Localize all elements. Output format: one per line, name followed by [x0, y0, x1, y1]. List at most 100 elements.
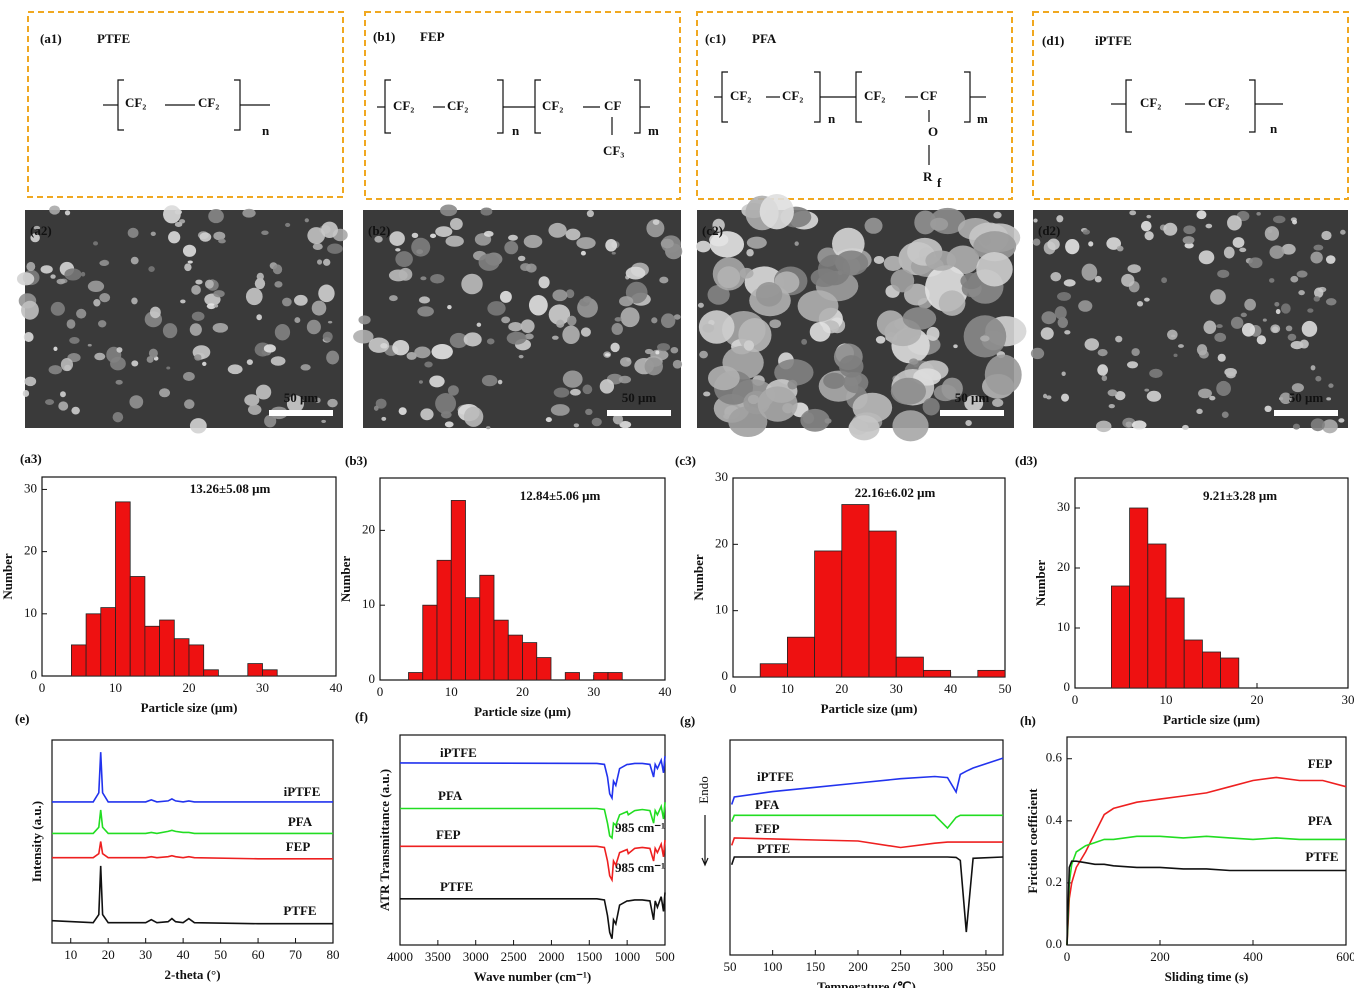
particle — [644, 348, 654, 355]
bar — [507, 634, 523, 681]
particle — [1338, 418, 1345, 423]
particle — [1217, 269, 1230, 278]
y-axis-label: Intensity (a.u.) — [29, 801, 44, 882]
particle — [206, 303, 216, 310]
particle — [738, 318, 772, 353]
particle — [1115, 335, 1123, 343]
particle — [576, 237, 596, 250]
particle — [565, 289, 575, 299]
particle — [306, 319, 321, 335]
particle — [1216, 380, 1231, 397]
bar — [1129, 507, 1149, 689]
particle — [902, 307, 937, 330]
particle — [1149, 368, 1163, 379]
bar — [173, 638, 190, 677]
bar — [436, 559, 452, 681]
particle — [23, 332, 34, 342]
particle — [1310, 251, 1323, 264]
bracket — [534, 79, 541, 134]
particle — [1182, 236, 1195, 245]
particle — [883, 255, 903, 271]
particle — [604, 353, 611, 357]
panel-label: (a2) — [30, 223, 52, 238]
particle — [1198, 250, 1215, 265]
particle — [424, 361, 433, 368]
particle — [1144, 231, 1154, 241]
particle — [1057, 317, 1069, 328]
particle — [973, 231, 1017, 262]
series-line — [51, 865, 333, 925]
particle — [395, 248, 401, 252]
particle — [417, 306, 434, 317]
particle — [909, 358, 919, 365]
bracket — [721, 71, 728, 123]
bracket — [855, 71, 862, 123]
particle — [1299, 339, 1309, 349]
particle — [131, 360, 139, 367]
panel-label: (b2) — [368, 223, 390, 238]
particle — [518, 354, 524, 359]
particle — [129, 395, 144, 409]
series-line — [400, 802, 666, 840]
particle — [480, 207, 493, 216]
particle — [520, 319, 535, 333]
particle — [508, 234, 518, 241]
particle — [486, 338, 495, 345]
particle — [538, 276, 550, 289]
particle — [582, 384, 593, 395]
particle — [282, 297, 292, 307]
x-tick-label: 30 — [1342, 692, 1354, 707]
particle — [657, 343, 671, 352]
particle — [1040, 327, 1054, 340]
formula-piece: CF₂ — [393, 98, 414, 113]
particle — [16, 272, 35, 286]
y-tick-label: 20 — [24, 543, 37, 558]
series-label: FEP — [755, 821, 780, 836]
particle — [941, 377, 963, 400]
particle — [591, 417, 602, 427]
panel-label: (d2) — [1038, 223, 1060, 238]
bar — [564, 672, 580, 681]
formula-piece: CF₂ — [125, 95, 146, 110]
particle — [620, 307, 640, 328]
particle — [213, 290, 225, 298]
bar — [1202, 651, 1222, 689]
particle — [984, 354, 1022, 395]
y-axis-label: Friction coefficient — [1025, 788, 1040, 894]
particle — [1095, 420, 1112, 433]
particle — [585, 408, 593, 416]
particle — [1325, 255, 1336, 264]
particle — [247, 404, 262, 415]
particle — [707, 284, 730, 305]
bar — [1220, 657, 1240, 689]
particle — [497, 379, 503, 385]
particle — [87, 280, 105, 293]
particle — [327, 243, 343, 254]
particle — [746, 236, 767, 249]
particle — [146, 356, 154, 363]
particle — [1240, 312, 1247, 318]
particle — [709, 231, 745, 258]
particle — [304, 218, 309, 223]
particle — [208, 209, 224, 224]
particle — [315, 397, 321, 403]
formula-piece: CF — [604, 98, 621, 113]
particle — [285, 222, 291, 228]
panel-label: (c2) — [702, 223, 723, 238]
bar — [408, 672, 424, 681]
x-tick-label: 10 — [64, 947, 77, 962]
sem-image — [696, 193, 1027, 442]
bar — [1111, 585, 1131, 689]
particle — [435, 393, 457, 414]
particle — [316, 259, 323, 265]
particle — [1114, 391, 1126, 401]
particle — [1144, 388, 1150, 392]
x-tick-label: 10 — [445, 684, 458, 699]
particle — [60, 391, 66, 398]
particle — [1203, 320, 1217, 335]
series-label: PTFE — [1305, 849, 1338, 864]
particle — [353, 329, 374, 344]
particle — [1081, 263, 1098, 281]
particle — [1248, 257, 1263, 269]
bar — [203, 669, 219, 677]
